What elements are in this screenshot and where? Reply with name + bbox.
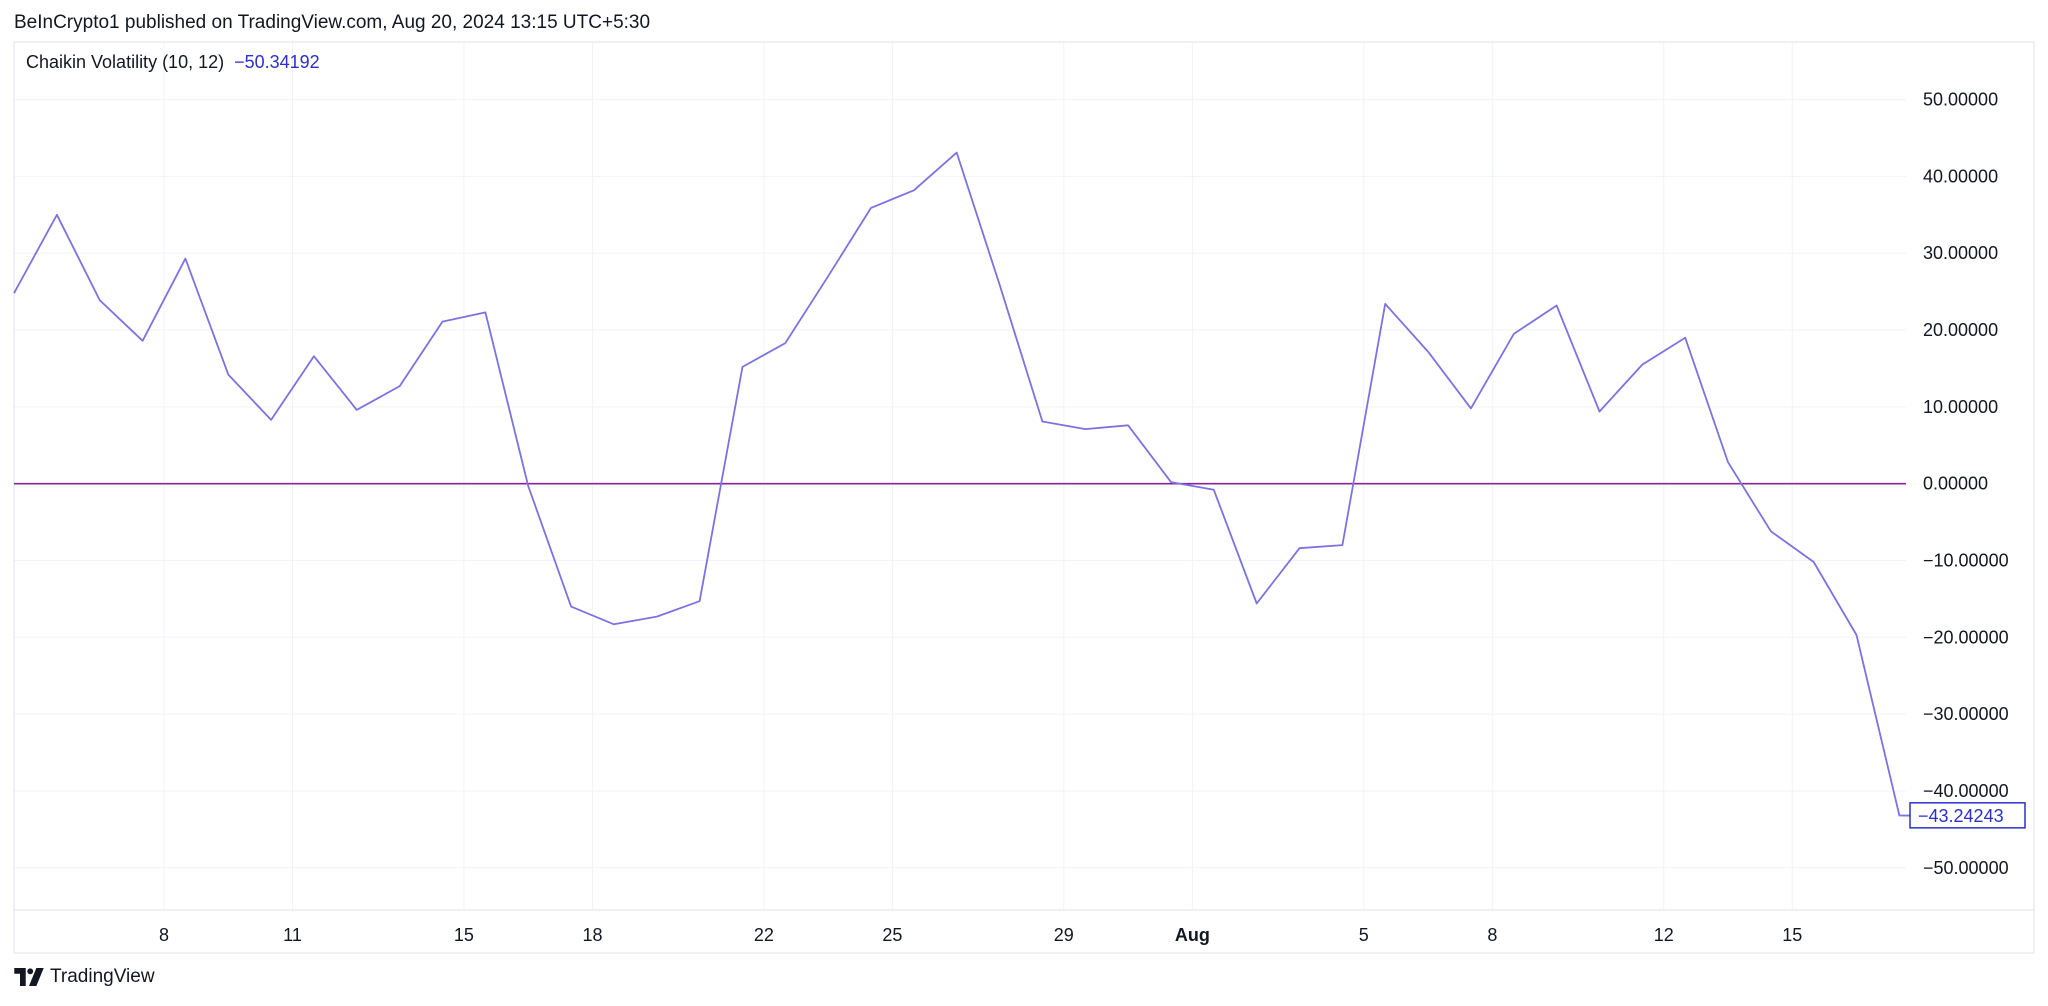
- y-tick-label: 20.00000: [1923, 320, 1998, 340]
- data-point: [1554, 303, 1560, 309]
- y-tick-label: 10.00000: [1923, 397, 1998, 417]
- data-point: [1211, 487, 1217, 493]
- data-point: [1125, 422, 1131, 428]
- data-point: [311, 353, 317, 359]
- data-point: [397, 383, 403, 389]
- y-tick-label: −30.00000: [1923, 704, 2009, 724]
- data-point: [140, 338, 146, 344]
- y-tick-label: −20.00000: [1923, 627, 2009, 647]
- data-point: [1297, 545, 1303, 551]
- chaikin-volatility-line[interactable]: [13, 151, 1943, 817]
- data-point: [268, 417, 274, 423]
- data-point: [11, 290, 17, 296]
- x-axis: 8 11 15 18 22 25 29 Aug 5 8 12 15: [159, 925, 1802, 945]
- x-tick-label: Aug: [1175, 925, 1210, 945]
- x-tick-label: 29: [1054, 925, 1074, 945]
- data-point: [525, 483, 531, 489]
- data-point: [611, 621, 617, 627]
- data-point: [354, 407, 360, 413]
- x-tick-label: 18: [582, 925, 602, 945]
- tradingview-logo-icon: [14, 968, 44, 986]
- data-point: [1039, 419, 1045, 425]
- data-point: [1768, 528, 1774, 534]
- data-point: [1511, 331, 1517, 337]
- x-tick-label: 15: [454, 925, 474, 945]
- data-point: [1854, 632, 1860, 638]
- data-point: [54, 212, 60, 218]
- data-point: [997, 282, 1003, 288]
- data-point: [1896, 813, 1902, 819]
- tradingview-brand[interactable]: TradingView: [14, 966, 155, 988]
- data-point: [1425, 349, 1431, 355]
- data-point: [1168, 479, 1174, 485]
- x-tick-label: 8: [1487, 925, 1497, 945]
- data-point: [740, 364, 746, 370]
- data-point: [568, 604, 574, 610]
- data-point: [868, 205, 874, 211]
- brand-name: TradingView: [50, 966, 155, 987]
- y-axis: 50.00000 40.00000 30.00000 20.00000 10.00000…: [1923, 90, 2009, 878]
- data-point: [654, 614, 660, 620]
- x-tick-label: 15: [1782, 925, 1802, 945]
- data-point: [1254, 601, 1260, 607]
- data-point: [182, 256, 188, 262]
- data-point: [825, 273, 831, 279]
- x-tick-label: 25: [882, 925, 902, 945]
- data-point: [1082, 426, 1088, 432]
- current-value-label-group: −43.24243: [1909, 802, 2026, 829]
- data-point: [1725, 459, 1731, 465]
- y-tick-label: 50.00000: [1923, 90, 1998, 110]
- y-tick-label: −40.00000: [1923, 781, 2009, 801]
- x-tick-label: 22: [754, 925, 774, 945]
- plot-border: [13, 41, 2035, 954]
- chart-frame: [13, 41, 2035, 954]
- x-tick-label: 12: [1654, 925, 1674, 945]
- indicator-value: −50.34192: [234, 52, 320, 72]
- data-point: [954, 150, 960, 156]
- y-tick-label: −50.00000: [1923, 858, 2009, 878]
- data-point: [911, 187, 917, 193]
- indicator-name: Chaikin Volatility (10, 12): [26, 52, 225, 72]
- x-tick-label: 8: [159, 925, 169, 945]
- indicator-legend[interactable]: Chaikin Volatility (10, 12) −50.34192: [26, 52, 320, 73]
- x-tick-label: 11: [283, 925, 302, 945]
- data-point: [1468, 405, 1474, 411]
- data-point: [1682, 335, 1688, 341]
- data-point: [97, 297, 103, 303]
- attribution-text: BeInCrypto1 published on TradingView.com…: [14, 12, 651, 33]
- data-point: [782, 340, 788, 346]
- data-point: [1597, 409, 1603, 415]
- current-value-box: [1909, 802, 2026, 829]
- x-tick-label: 5: [1359, 925, 1369, 945]
- data-point: [440, 319, 446, 325]
- series-layer: [11, 150, 1943, 819]
- data-point: [482, 309, 488, 315]
- current-value-label: −43.24243: [1918, 806, 2004, 826]
- y-tick-label: 0.00000: [1923, 474, 1988, 494]
- data-point: [1811, 559, 1817, 565]
- y-tick-label: 40.00000: [1923, 166, 1998, 186]
- data-point: [225, 372, 231, 378]
- data-point: [697, 598, 703, 604]
- data-point: [1639, 362, 1645, 368]
- y-tick-label: −10.00000: [1923, 550, 2009, 570]
- grid-lines: [14, 42, 1906, 910]
- data-point: [1382, 301, 1388, 307]
- y-tick-label: 30.00000: [1923, 243, 1998, 263]
- data-point: [1339, 542, 1345, 548]
